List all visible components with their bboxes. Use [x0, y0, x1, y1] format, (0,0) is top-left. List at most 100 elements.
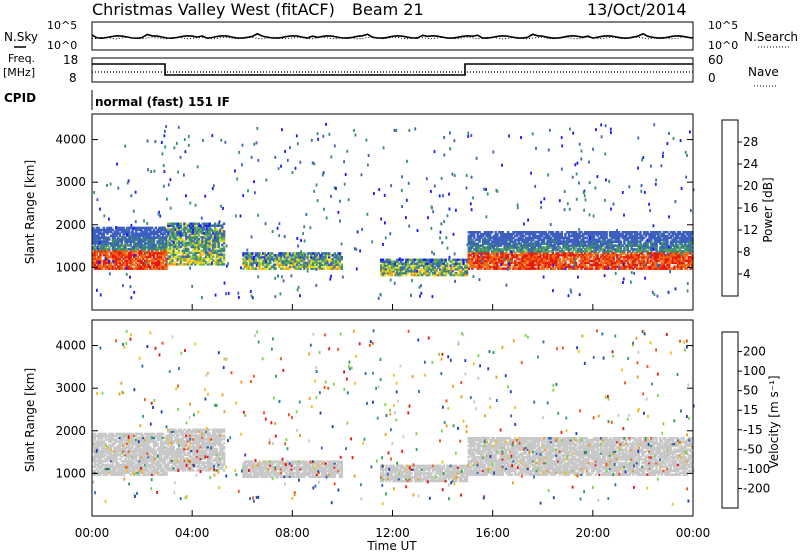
power-echo-cell: [355, 134, 357, 137]
power-echo-cell: [280, 292, 282, 295]
power-echo-cell: [517, 206, 519, 209]
nsky-label: N.Sky: [4, 30, 38, 44]
power-echo-cell: [185, 194, 187, 197]
power-echo-cell: [650, 165, 652, 168]
power-echo-cell: [552, 289, 554, 292]
power-echo-cell: [228, 292, 230, 295]
power-echo-cell: [317, 199, 319, 202]
power-echo-cell: [342, 276, 344, 279]
power-echo-cell: [303, 225, 305, 228]
power-echo-cell: [659, 234, 661, 237]
power-echo-cell: [144, 231, 146, 234]
power-echo-cell: [344, 183, 346, 186]
power-echo-cell: [367, 164, 369, 167]
power-echo-cell: [236, 178, 238, 181]
power-echo-cell: [652, 248, 654, 251]
power-echo-cell: [440, 231, 442, 234]
freq-tick-right-bottom: 0: [708, 71, 716, 85]
power-echo-cell: [170, 178, 172, 181]
power-echo-cell: [394, 129, 396, 132]
power-echo-cell: [680, 139, 682, 142]
power-echo-cell: [567, 202, 569, 205]
power-echo-cell: [295, 167, 297, 170]
power-echo-cell: [108, 260, 110, 263]
colorbar-tick-label: 8: [743, 245, 751, 259]
power-echo-cell: [225, 292, 227, 295]
power-echo-cell: [129, 276, 131, 279]
power-echo-cell: [300, 250, 302, 253]
power-echo-cell: [297, 288, 299, 291]
power-echo-cell: [213, 184, 215, 187]
power-echo-cell: [528, 249, 530, 252]
power-echo-cell: [296, 134, 298, 137]
power-echo-cell: [241, 163, 243, 166]
power-echo-cell: [166, 261, 168, 264]
power-echo-cell: [291, 274, 293, 277]
freq-tick-left-bottom: 8: [69, 71, 77, 85]
power-echo-cell: [154, 170, 156, 173]
power-echo-cell: [574, 259, 576, 262]
power-echo-cell: [155, 140, 157, 143]
power-echo-cell: [492, 151, 494, 154]
power-echo-cell: [531, 250, 533, 253]
power-echo-cell: [570, 289, 572, 292]
power-echo-cell: [583, 191, 585, 194]
power-echo-cell: [467, 135, 469, 138]
power-echo-cell: [605, 178, 607, 181]
power-echo-cell: [604, 153, 606, 156]
power-echo-cell: [165, 125, 167, 128]
power-echo-cell: [584, 194, 586, 197]
power-echo-cell: [313, 190, 315, 193]
power-echo-cell: [158, 213, 160, 216]
power-echo-cell: [585, 198, 587, 201]
power-echo-cell: [452, 173, 454, 176]
power-echo-cell: [201, 296, 203, 299]
freq-tick-right-top: 60: [708, 53, 723, 67]
power-echo-cell: [265, 222, 267, 225]
power-ytick-label: 3000: [55, 175, 86, 189]
power-echo-cell: [197, 165, 199, 168]
cpid-value: normal (fast) 151 IF: [95, 95, 230, 109]
power-echo-cell: [466, 270, 468, 273]
power-echo-cell: [357, 230, 359, 233]
power-echo-cell: [485, 188, 487, 191]
power-echo-cell: [411, 279, 413, 282]
power-echo-cell: [185, 150, 187, 153]
power-echo-cell: [130, 194, 132, 197]
power-echo-cell: [256, 264, 258, 267]
power-echo-cell: [124, 145, 126, 148]
power-echo-cell: [668, 132, 670, 135]
power-echo-cell: [399, 257, 401, 260]
power-echo-cell: [341, 242, 343, 245]
freq-line: [92, 64, 693, 75]
power-echo-cell: [450, 264, 452, 267]
power-echo-cell: [253, 180, 255, 183]
power-echo-cell: [116, 163, 118, 166]
power-echo-cell: [401, 189, 403, 192]
power-echo-cell: [437, 262, 439, 265]
power-ytick-label: 2000: [55, 218, 86, 232]
power-echo-cell: [201, 217, 203, 220]
power-echo-cell: [427, 216, 429, 219]
power-echo-cell: [361, 173, 363, 176]
power-echo-cell: [471, 176, 473, 179]
power-echo-cell: [274, 267, 276, 270]
power-echo-cell: [382, 243, 384, 246]
power-echo-cell: [93, 191, 95, 194]
power-echo-cell: [159, 215, 161, 218]
power-echo-cell: [439, 194, 441, 197]
noise-search-line: [92, 37, 693, 39]
power-ytick-label: 4000: [55, 133, 86, 147]
power-echo-cell: [600, 123, 602, 126]
power-echo-cell: [164, 170, 166, 173]
power-echo-cell: [467, 243, 469, 246]
power-echo-cell: [247, 249, 249, 252]
power-echo-cell: [681, 187, 683, 190]
power-echo-cell: [330, 155, 332, 158]
power-echo-cell: [420, 292, 422, 295]
power-echo-cell: [223, 263, 225, 266]
power-echo-cell: [178, 126, 180, 129]
freq-tick-left-top: 18: [63, 53, 78, 67]
power-echo-cell: [339, 220, 341, 223]
